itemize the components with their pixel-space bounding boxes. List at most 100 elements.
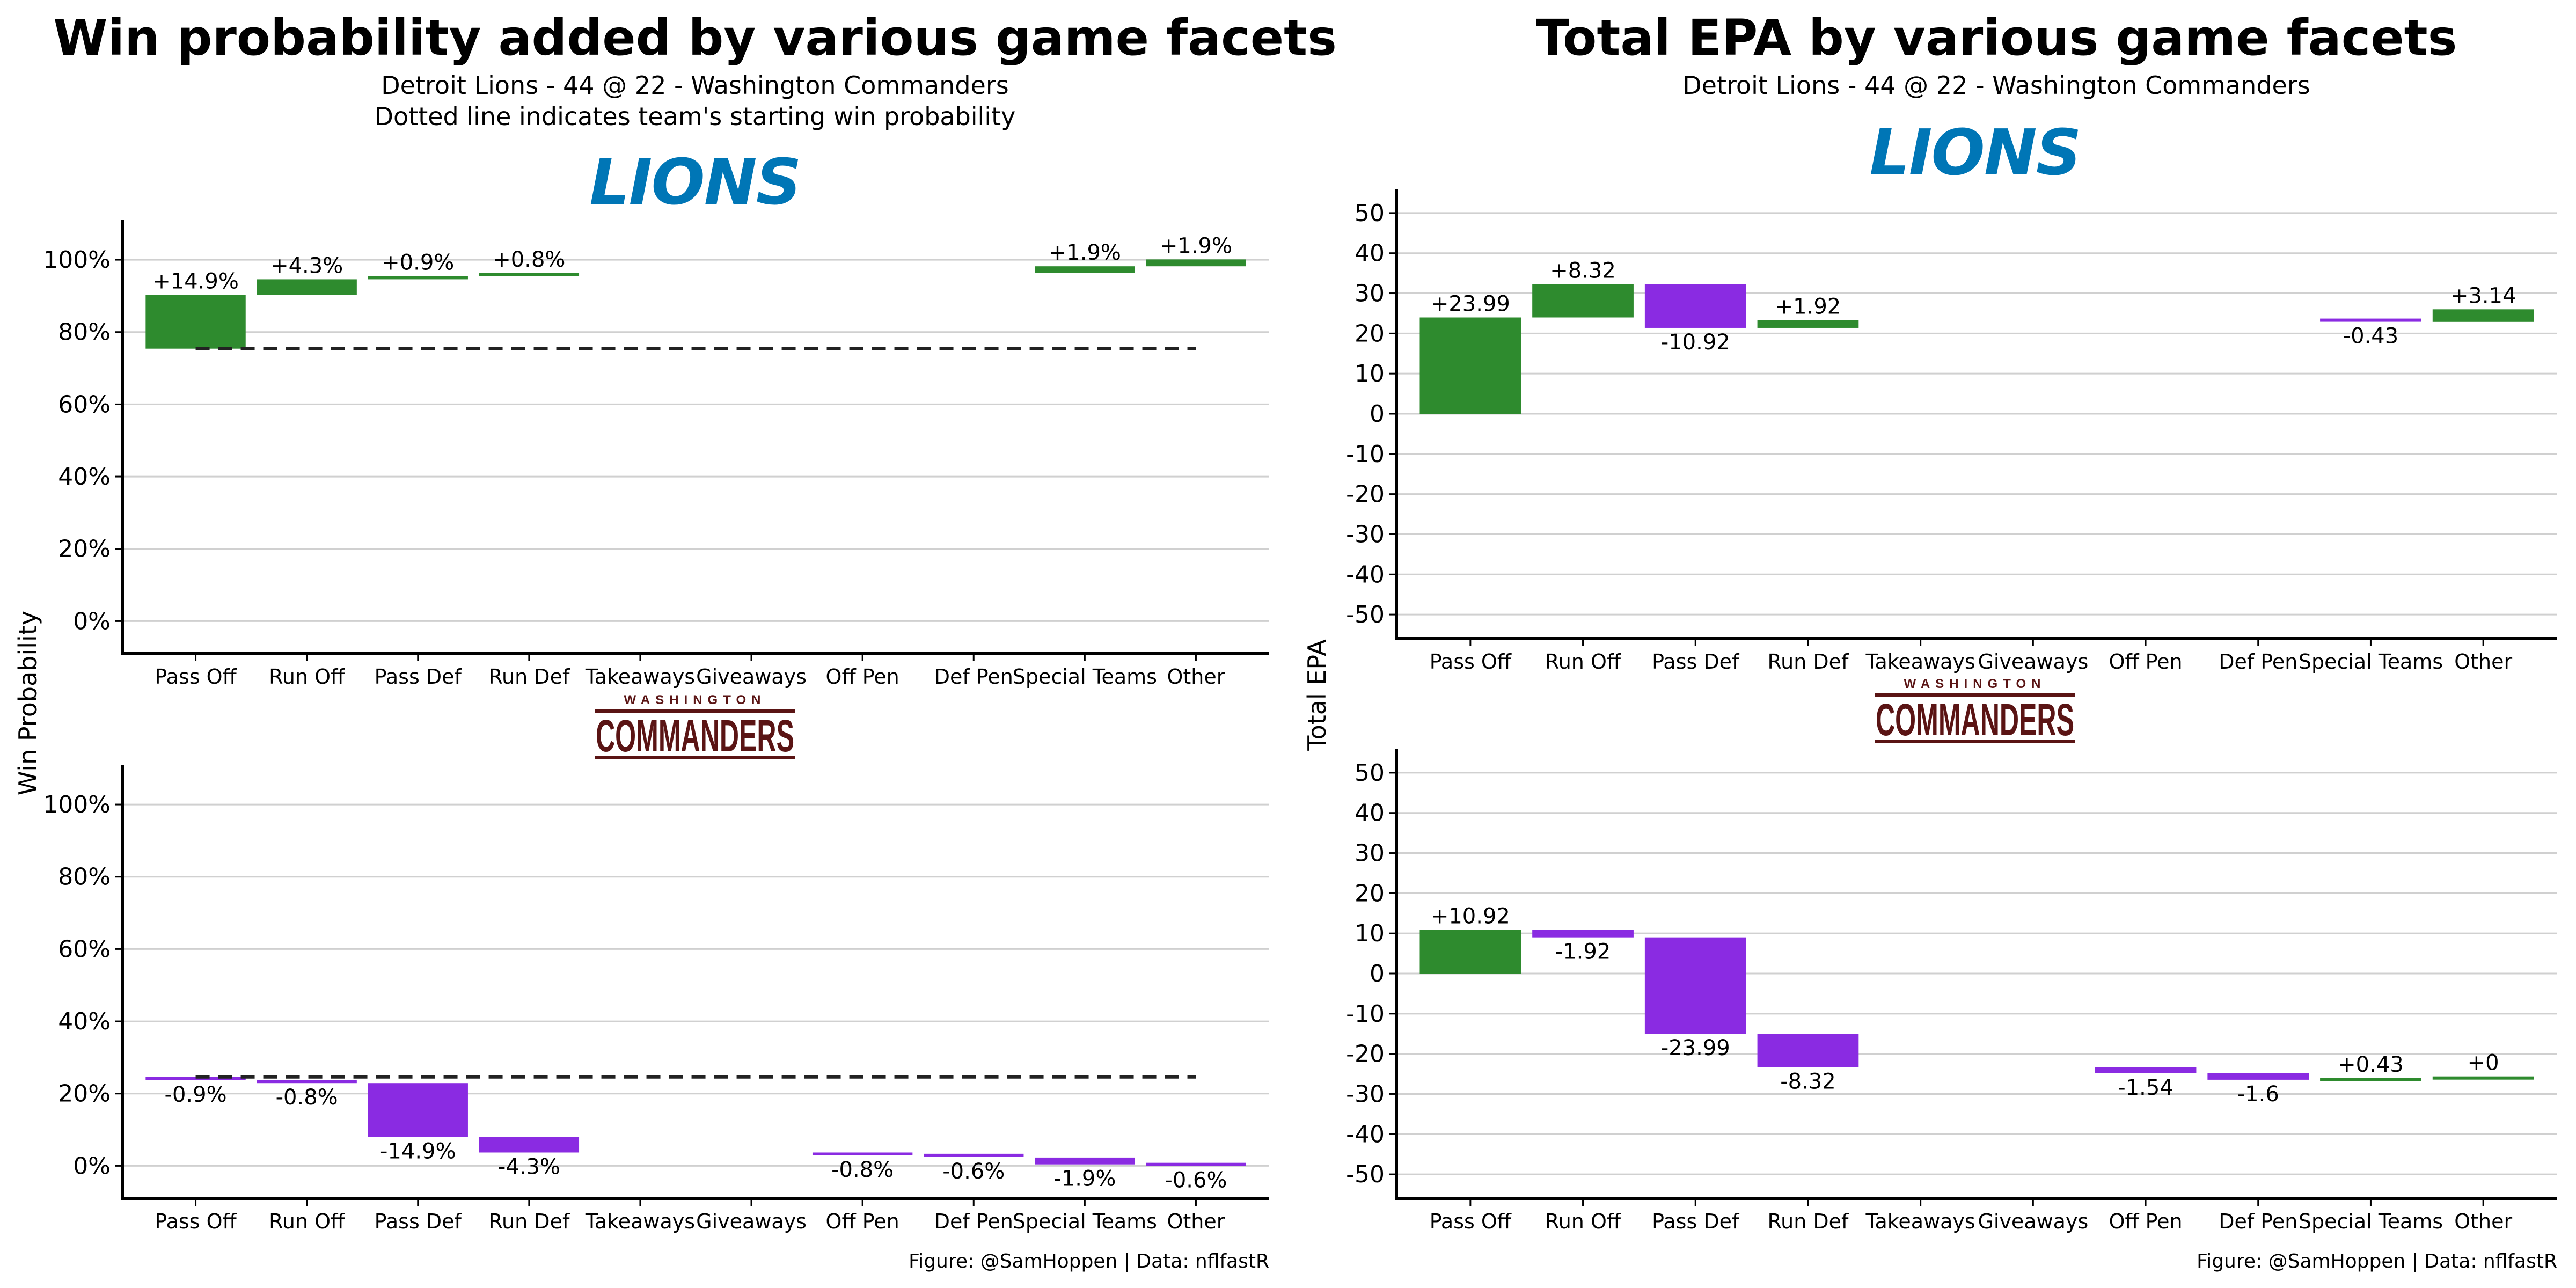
data-label: -0.9% [165, 1082, 227, 1107]
commanders-wp-panel: 0% 20% 40% 60% 80% 100% -0.9% -0.8% -14.9% -4.3% -… [43, 765, 1269, 1233]
x-tick-label: Pass Def [375, 665, 463, 689]
data-label: +1.92 [1775, 295, 1841, 319]
y-tick-label: 20% [58, 536, 111, 563]
bar [1419, 930, 1521, 974]
y-tick-label: 0% [73, 608, 111, 635]
bar [257, 1080, 357, 1084]
x-tick-label: Special Teams [1013, 1210, 1157, 1233]
x-tick-label: Off Pen [2109, 1210, 2182, 1233]
bar [2320, 318, 2421, 322]
data-label: +10.92 [1431, 904, 1510, 928]
x-tick-label: Pass Def [1652, 650, 1740, 674]
data-label: -10.92 [1661, 330, 1730, 355]
bar [1757, 320, 1859, 328]
x-tick-label: Takeaways [585, 1210, 695, 1233]
data-label: +0.8% [493, 247, 565, 272]
y-tick-label: 30 [1355, 280, 1385, 308]
left-caption: Figure: @SamHoppen | Data: nflfastR [909, 1250, 1269, 1272]
x-tick-label: Pass Def [375, 1210, 463, 1233]
x-tick-label: Off Pen [826, 1210, 899, 1233]
lions-logo-right: LIONS [1869, 115, 2081, 189]
y-tick-label: -20 [1346, 1041, 1385, 1068]
data-label: +1.9% [1049, 240, 1121, 265]
x-tick-label: Run Off [269, 665, 345, 689]
data-label: -1.54 [2118, 1075, 2174, 1100]
x-tick-label: Def Pen [934, 1210, 1013, 1233]
left-y-axis-title: Win Probability [13, 611, 42, 795]
left-chart-subtitle: Detroit Lions - 44 @ 22 - Washington Com… [381, 71, 1008, 100]
x-tick-label: Run Off [1545, 650, 1621, 674]
bar [1757, 1034, 1859, 1067]
y-tick-label: 80% [58, 319, 111, 346]
x-tick-label: Run Off [1545, 1210, 1621, 1233]
bar [1532, 284, 1634, 318]
data-label: -0.8% [831, 1158, 894, 1182]
data-label: -0.6% [1165, 1168, 1227, 1193]
commanders-logo-left: WASHINGTON COMMANDERS [595, 693, 795, 761]
y-tick-label: 0% [73, 1152, 111, 1180]
y-tick-label: 100% [43, 246, 111, 274]
y-tick-label: 100% [43, 791, 111, 818]
y-tick-label: 50 [1355, 200, 1385, 227]
x-tick-label: Run Def [1767, 1210, 1849, 1233]
right-y-axis-title: Total EPA [1302, 639, 1331, 751]
x-tick-label: Giveaways [1978, 1210, 2088, 1233]
x-tick-label: Takeaways [1865, 650, 1975, 674]
commanders-epa-panel: -50 -40 -30 -20 -10 0 10 20 30 40 50 +10.92 -1.92 -23… [1346, 749, 2557, 1233]
data-label: -0.43 [2343, 324, 2399, 349]
x-tick-label: Other [1167, 1210, 1225, 1233]
y-tick-label: 20% [58, 1080, 111, 1108]
data-label: +0.9% [382, 250, 454, 275]
bar [145, 295, 246, 349]
bar [479, 273, 580, 276]
y-tick-label: 60% [58, 391, 111, 418]
bar [1644, 284, 1746, 328]
bar [2320, 1078, 2421, 1081]
x-tick-label: Special Teams [2299, 1210, 2443, 1233]
x-tick-label: Giveaways [696, 1210, 807, 1233]
data-label: -1.92 [1555, 940, 1611, 964]
data-label: -1.9% [1053, 1167, 1116, 1191]
commanders-logo-text: COMMANDERS [1876, 694, 2074, 745]
y-tick-label: 60% [58, 935, 111, 963]
y-tick-label: 40% [58, 1008, 111, 1035]
x-tick-label: Pass Off [155, 665, 237, 689]
data-label: -23.99 [1661, 1036, 1730, 1060]
x-tick-label: Other [2454, 1210, 2512, 1233]
bar [1035, 1157, 1135, 1165]
bar [1419, 317, 1521, 414]
y-tick-label: -50 [1346, 601, 1385, 628]
x-tick-label: Run Off [269, 1210, 345, 1233]
data-label: -14.9% [380, 1139, 456, 1164]
left-chart-title: Win probability added by various game fa… [53, 9, 1337, 67]
x-tick-label: Pass Off [1430, 1210, 1512, 1233]
bar [368, 1083, 468, 1137]
right-caption: Figure: @SamHoppen | Data: nflfastR [2197, 1250, 2557, 1272]
x-tick-label: Other [1167, 665, 1225, 689]
y-tick-label: -20 [1346, 481, 1385, 508]
x-tick-label: Takeaways [585, 665, 695, 689]
y-tick-label: 0 [1370, 960, 1385, 987]
commanders-logo-top-text: WASHINGTON [1904, 677, 2046, 691]
bar [1644, 937, 1746, 1034]
y-tick-label: -50 [1346, 1161, 1385, 1188]
y-tick-label: 10 [1355, 360, 1385, 387]
data-label: +4.3% [270, 253, 343, 278]
y-tick-label: 0 [1370, 400, 1385, 428]
data-label: +0 [2468, 1051, 2499, 1075]
bar [2432, 309, 2534, 322]
x-tick-label: Off Pen [826, 665, 899, 689]
bar [479, 1137, 580, 1153]
y-tick-label: 40 [1355, 800, 1385, 827]
y-tick-label: -30 [1346, 521, 1385, 548]
data-label: +1.9% [1160, 233, 1232, 258]
x-tick-label: Run Def [1767, 650, 1849, 674]
commanders-logo-top-text: WASHINGTON [624, 693, 766, 707]
data-label: +3.14 [2450, 283, 2516, 308]
bar [1035, 266, 1135, 273]
bar [257, 279, 357, 295]
lions-logo-text: LIONS [589, 145, 800, 219]
bar [2095, 1067, 2197, 1073]
bar [368, 276, 468, 280]
y-tick-label: 40% [58, 463, 111, 491]
